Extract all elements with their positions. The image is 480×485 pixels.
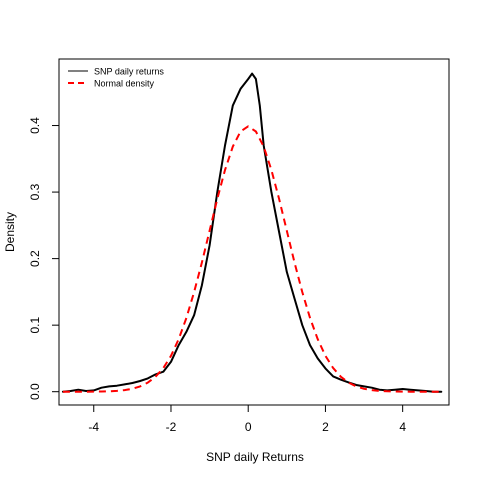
y-axis-label: Density (3, 212, 17, 252)
series-layer (61, 72, 443, 393)
y-tick-label: 0.0 (28, 383, 42, 400)
y-tick-label: 0.4 (28, 117, 42, 134)
x-axis-label: SNP daily Returns (206, 450, 304, 464)
y-tick-label: 0.2 (28, 250, 42, 267)
legend-label-series-1: Normal density (94, 79, 155, 89)
x-tick-label: 0 (245, 420, 252, 434)
x-axis: -4 -2 0 2 4 (88, 404, 406, 434)
x-tick-label: -2 (166, 420, 177, 434)
series-line-1 (62, 125, 442, 393)
y-axis: 0.0 0.1 0.2 0.3 0.4 (28, 117, 60, 400)
plot-frame (58, 58, 450, 406)
x-tick-label: 2 (322, 420, 329, 434)
x-tick-label: -4 (88, 420, 99, 434)
series-line-0 (61, 72, 443, 393)
y-tick-label: 0.3 (28, 183, 42, 200)
legend-label-series-0: SNP daily returns (94, 67, 164, 77)
y-tick-label: 0.1 (28, 316, 42, 333)
legend: SNP daily returns Normal density (68, 67, 164, 89)
x-tick-label: 4 (399, 420, 406, 434)
